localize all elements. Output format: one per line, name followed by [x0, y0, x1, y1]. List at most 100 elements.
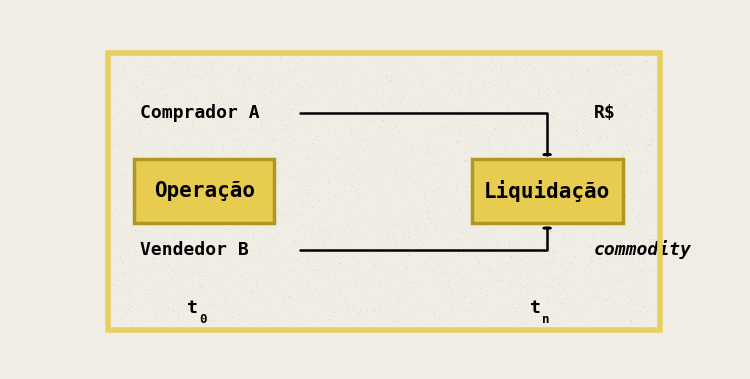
Point — [624, 95, 636, 101]
Point — [531, 217, 543, 223]
Point — [514, 262, 526, 268]
Point — [128, 137, 140, 143]
Point — [464, 286, 476, 292]
Point — [118, 171, 130, 177]
Point — [191, 169, 203, 175]
Point — [634, 319, 646, 325]
Point — [453, 207, 465, 213]
Point — [136, 147, 148, 153]
Point — [634, 134, 646, 140]
Point — [154, 216, 166, 222]
Point — [573, 193, 585, 199]
Point — [148, 256, 160, 262]
Point — [254, 182, 266, 188]
Point — [439, 231, 451, 237]
Point — [552, 227, 564, 233]
Point — [154, 133, 166, 139]
Point — [169, 59, 181, 65]
Point — [518, 320, 530, 326]
Point — [433, 142, 445, 148]
Point — [114, 253, 126, 259]
Point — [456, 227, 468, 233]
Point — [410, 265, 422, 271]
Point — [531, 282, 543, 288]
Point — [300, 259, 312, 265]
Point — [569, 213, 581, 219]
Point — [286, 268, 298, 274]
Point — [314, 225, 326, 231]
Point — [503, 103, 515, 109]
Point — [618, 230, 630, 236]
Point — [585, 86, 597, 92]
Point — [211, 229, 223, 235]
Point — [232, 188, 244, 194]
Point — [306, 204, 318, 210]
Point — [216, 279, 228, 285]
Point — [591, 226, 603, 232]
Point — [524, 148, 536, 154]
Point — [592, 78, 604, 84]
Point — [496, 277, 508, 283]
Point — [357, 85, 369, 91]
Point — [170, 202, 182, 208]
Point — [580, 141, 592, 147]
Point — [544, 64, 556, 70]
Point — [429, 161, 441, 168]
Point — [180, 145, 192, 151]
Point — [568, 253, 580, 259]
Point — [374, 278, 386, 284]
Point — [337, 253, 349, 259]
Point — [333, 106, 345, 113]
Point — [344, 188, 356, 194]
Point — [172, 312, 184, 318]
Point — [291, 97, 303, 103]
Point — [382, 163, 394, 169]
Point — [523, 143, 535, 149]
Point — [161, 231, 173, 237]
Point — [544, 258, 556, 264]
Point — [145, 220, 157, 226]
Point — [230, 170, 242, 176]
Point — [542, 258, 554, 265]
Point — [590, 295, 602, 301]
Point — [427, 128, 439, 134]
Point — [401, 106, 413, 113]
Point — [305, 233, 317, 240]
Point — [510, 273, 522, 279]
Point — [484, 274, 496, 280]
Point — [240, 232, 252, 238]
Point — [381, 309, 393, 315]
Point — [464, 154, 476, 160]
Point — [584, 253, 596, 259]
Point — [650, 96, 662, 102]
Point — [236, 224, 248, 230]
Point — [145, 247, 157, 254]
Point — [537, 213, 549, 219]
Point — [473, 193, 485, 199]
Point — [562, 202, 574, 208]
Point — [296, 102, 308, 108]
Point — [452, 132, 464, 138]
Point — [130, 83, 142, 89]
Point — [555, 218, 567, 224]
Point — [650, 244, 662, 250]
Point — [480, 241, 492, 247]
Point — [265, 139, 277, 145]
Point — [298, 266, 310, 272]
Point — [502, 263, 514, 269]
Point — [514, 102, 526, 108]
Point — [188, 70, 200, 77]
Point — [636, 101, 648, 107]
Point — [485, 267, 497, 273]
Point — [624, 223, 636, 229]
Point — [649, 243, 661, 249]
Point — [323, 195, 335, 201]
Point — [437, 60, 449, 66]
Point — [524, 61, 536, 67]
Point — [392, 271, 404, 277]
Point — [452, 269, 464, 275]
Point — [266, 137, 278, 143]
Point — [128, 145, 140, 151]
Point — [254, 198, 266, 204]
Point — [568, 231, 580, 237]
